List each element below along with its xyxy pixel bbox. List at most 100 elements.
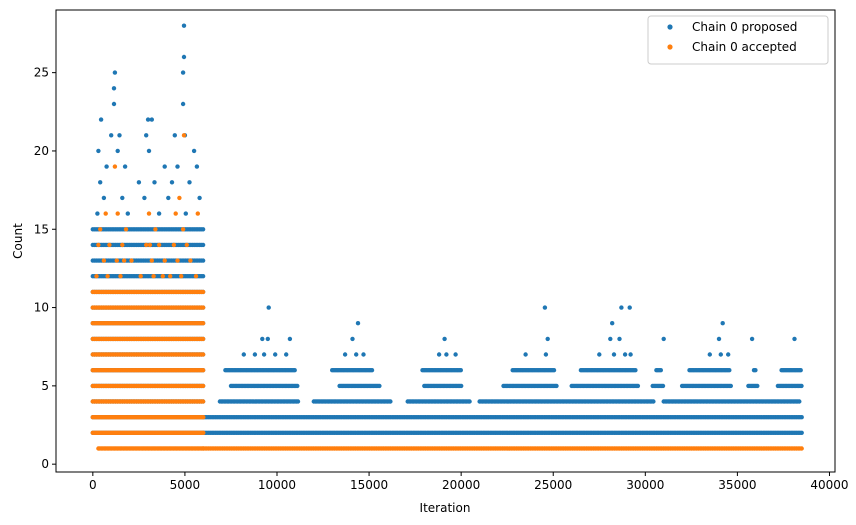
data-point [156, 242, 162, 248]
data-point [260, 336, 265, 342]
data-point [112, 70, 118, 75]
data-point [295, 383, 300, 389]
data-point [718, 352, 723, 357]
data-point [149, 258, 154, 263]
data-point [115, 211, 120, 216]
data-point [193, 274, 199, 279]
data-point [355, 321, 361, 326]
data-point [459, 383, 464, 389]
data-point [120, 195, 125, 201]
data-point [554, 383, 559, 389]
data-point [388, 399, 393, 404]
data-point [172, 133, 177, 138]
data-point [115, 148, 120, 154]
data-point [180, 70, 186, 75]
data-point [200, 242, 206, 248]
data-point [194, 164, 200, 169]
data-point [200, 289, 206, 295]
data-point [200, 305, 206, 310]
data-point [436, 352, 442, 357]
x-axis-label: Iteration [420, 501, 471, 515]
data-point [160, 274, 165, 279]
x-tick-label: 5000 [170, 478, 201, 492]
x-axis: 0 5000 10000 15000 20000 25000 30000 35000 40000 [89, 472, 849, 492]
data-point [287, 336, 293, 342]
data-point [292, 368, 297, 373]
data-point [241, 352, 246, 357]
series-0 [90, 23, 804, 435]
data-point [660, 383, 666, 389]
data-point [98, 180, 103, 185]
y-axis: 0 5 10 15 20 25 [34, 66, 56, 471]
data-point [261, 352, 267, 357]
data-point [105, 274, 110, 279]
y-tick-label: 10 [34, 301, 49, 315]
data-point [608, 336, 613, 342]
data-point [200, 274, 206, 279]
data-point [200, 336, 206, 342]
data-point [169, 180, 175, 185]
data-point [153, 227, 158, 232]
data-point [797, 399, 802, 404]
data-point [295, 399, 301, 404]
data-point [114, 258, 120, 263]
data-point [201, 415, 206, 420]
data-point [444, 352, 449, 357]
data-point [142, 195, 147, 201]
y-tick-label: 5 [41, 379, 49, 393]
data-point [467, 399, 472, 404]
x-tick-label: 25000 [534, 478, 572, 492]
data-point [175, 164, 180, 169]
data-point [181, 133, 187, 138]
data-point [183, 211, 188, 216]
data-point [597, 352, 602, 357]
plot-frame [55, 9, 836, 473]
data-point [354, 352, 359, 357]
x-tick-label: 30000 [626, 478, 664, 492]
data-point [123, 227, 129, 232]
data-point [146, 211, 152, 216]
data-point [798, 368, 803, 373]
data-point [453, 352, 458, 357]
series-layer [90, 23, 804, 451]
x-tick-label: 0 [89, 478, 97, 492]
data-point [188, 258, 193, 263]
data-point [200, 368, 206, 373]
data-point [200, 399, 206, 404]
legend: Chain 0 proposed Chain 0 accepted [647, 15, 829, 65]
data-point [147, 242, 153, 248]
data-point [120, 242, 125, 248]
data-point [117, 133, 122, 138]
data-point [111, 86, 117, 91]
data-point [136, 180, 142, 185]
legend-marker [667, 24, 673, 30]
data-point [191, 148, 197, 154]
data-point [635, 383, 641, 389]
data-point [799, 383, 804, 389]
data-point [628, 352, 633, 357]
y-tick-label: 20 [34, 144, 49, 158]
legend-box [647, 15, 829, 65]
data-point [104, 164, 109, 169]
data-point [749, 336, 755, 342]
data-point [342, 352, 348, 357]
series-1 [90, 133, 804, 451]
data-point [265, 336, 270, 342]
data-point [101, 258, 107, 263]
data-point [195, 211, 200, 216]
data-point [180, 101, 186, 107]
x-tick-label: 15000 [350, 478, 388, 492]
y-tick-label: 0 [41, 457, 49, 471]
data-point [726, 352, 731, 357]
x-tick-label: 20000 [442, 478, 480, 492]
data-point [168, 274, 173, 279]
data-point [200, 383, 206, 389]
data-point [369, 368, 375, 373]
data-point [118, 274, 123, 279]
x-tick-label: 10000 [258, 478, 296, 492]
data-point [720, 321, 725, 326]
data-point [121, 258, 127, 263]
data-point [350, 336, 355, 342]
data-point [96, 242, 101, 248]
